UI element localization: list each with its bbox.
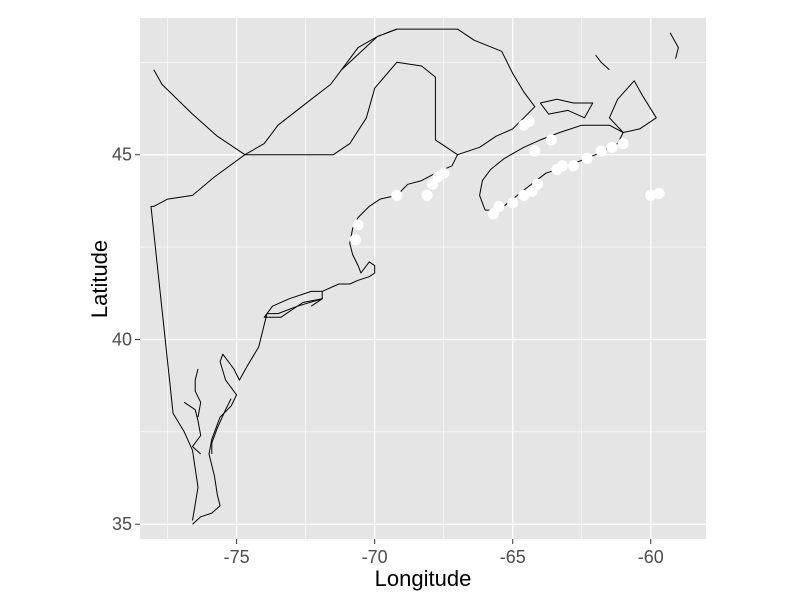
data-point <box>518 189 530 201</box>
x-tick-label: -65 <box>500 547 526 567</box>
data-point <box>391 189 403 201</box>
coastline-segment <box>194 368 202 418</box>
data-point <box>352 219 364 231</box>
coastline-segment <box>153 61 458 156</box>
x-tick-label: -60 <box>638 547 664 567</box>
y-tick-label: 40 <box>112 329 132 349</box>
coastline-segment <box>150 154 246 521</box>
coastline-segment <box>183 401 202 455</box>
coastline-segment <box>479 124 624 211</box>
data-point <box>556 160 568 172</box>
data-point <box>421 189 433 201</box>
data-point <box>529 145 541 157</box>
x-tick-label: -75 <box>224 547 250 567</box>
coastline-segment <box>595 54 610 71</box>
data-point <box>581 152 593 164</box>
data-point <box>532 178 544 190</box>
data-point <box>438 167 450 179</box>
data-points <box>349 115 665 246</box>
data-point <box>653 188 665 200</box>
data-point <box>523 115 535 127</box>
gridlines <box>140 18 706 539</box>
y-axis-title: Latitude <box>87 240 112 318</box>
coastline-segment <box>539 98 594 119</box>
data-point <box>507 197 519 209</box>
coastline-segment <box>211 398 232 454</box>
x-axis-title: Longitude <box>375 566 472 591</box>
data-point <box>595 145 607 157</box>
data-point <box>567 160 579 172</box>
coastline-segment <box>608 80 657 133</box>
data-point <box>606 141 618 153</box>
x-tick-label: -70 <box>362 547 388 567</box>
coastline-segment <box>310 291 323 307</box>
x-axis-ticks: -75 -70 -65 -60 <box>224 539 664 567</box>
data-point <box>545 134 557 146</box>
coastline-segment <box>341 28 397 71</box>
data-point <box>349 234 361 246</box>
panel-background <box>140 18 706 539</box>
coastline-segment <box>669 32 679 59</box>
data-point <box>645 189 657 201</box>
y-tick-label: 45 <box>112 145 132 165</box>
data-point <box>493 200 505 212</box>
y-tick-label: 35 <box>112 514 132 534</box>
y-axis-ticks: 35 40 45 <box>112 145 140 534</box>
coastline-segment <box>244 28 536 156</box>
data-point <box>617 138 629 150</box>
